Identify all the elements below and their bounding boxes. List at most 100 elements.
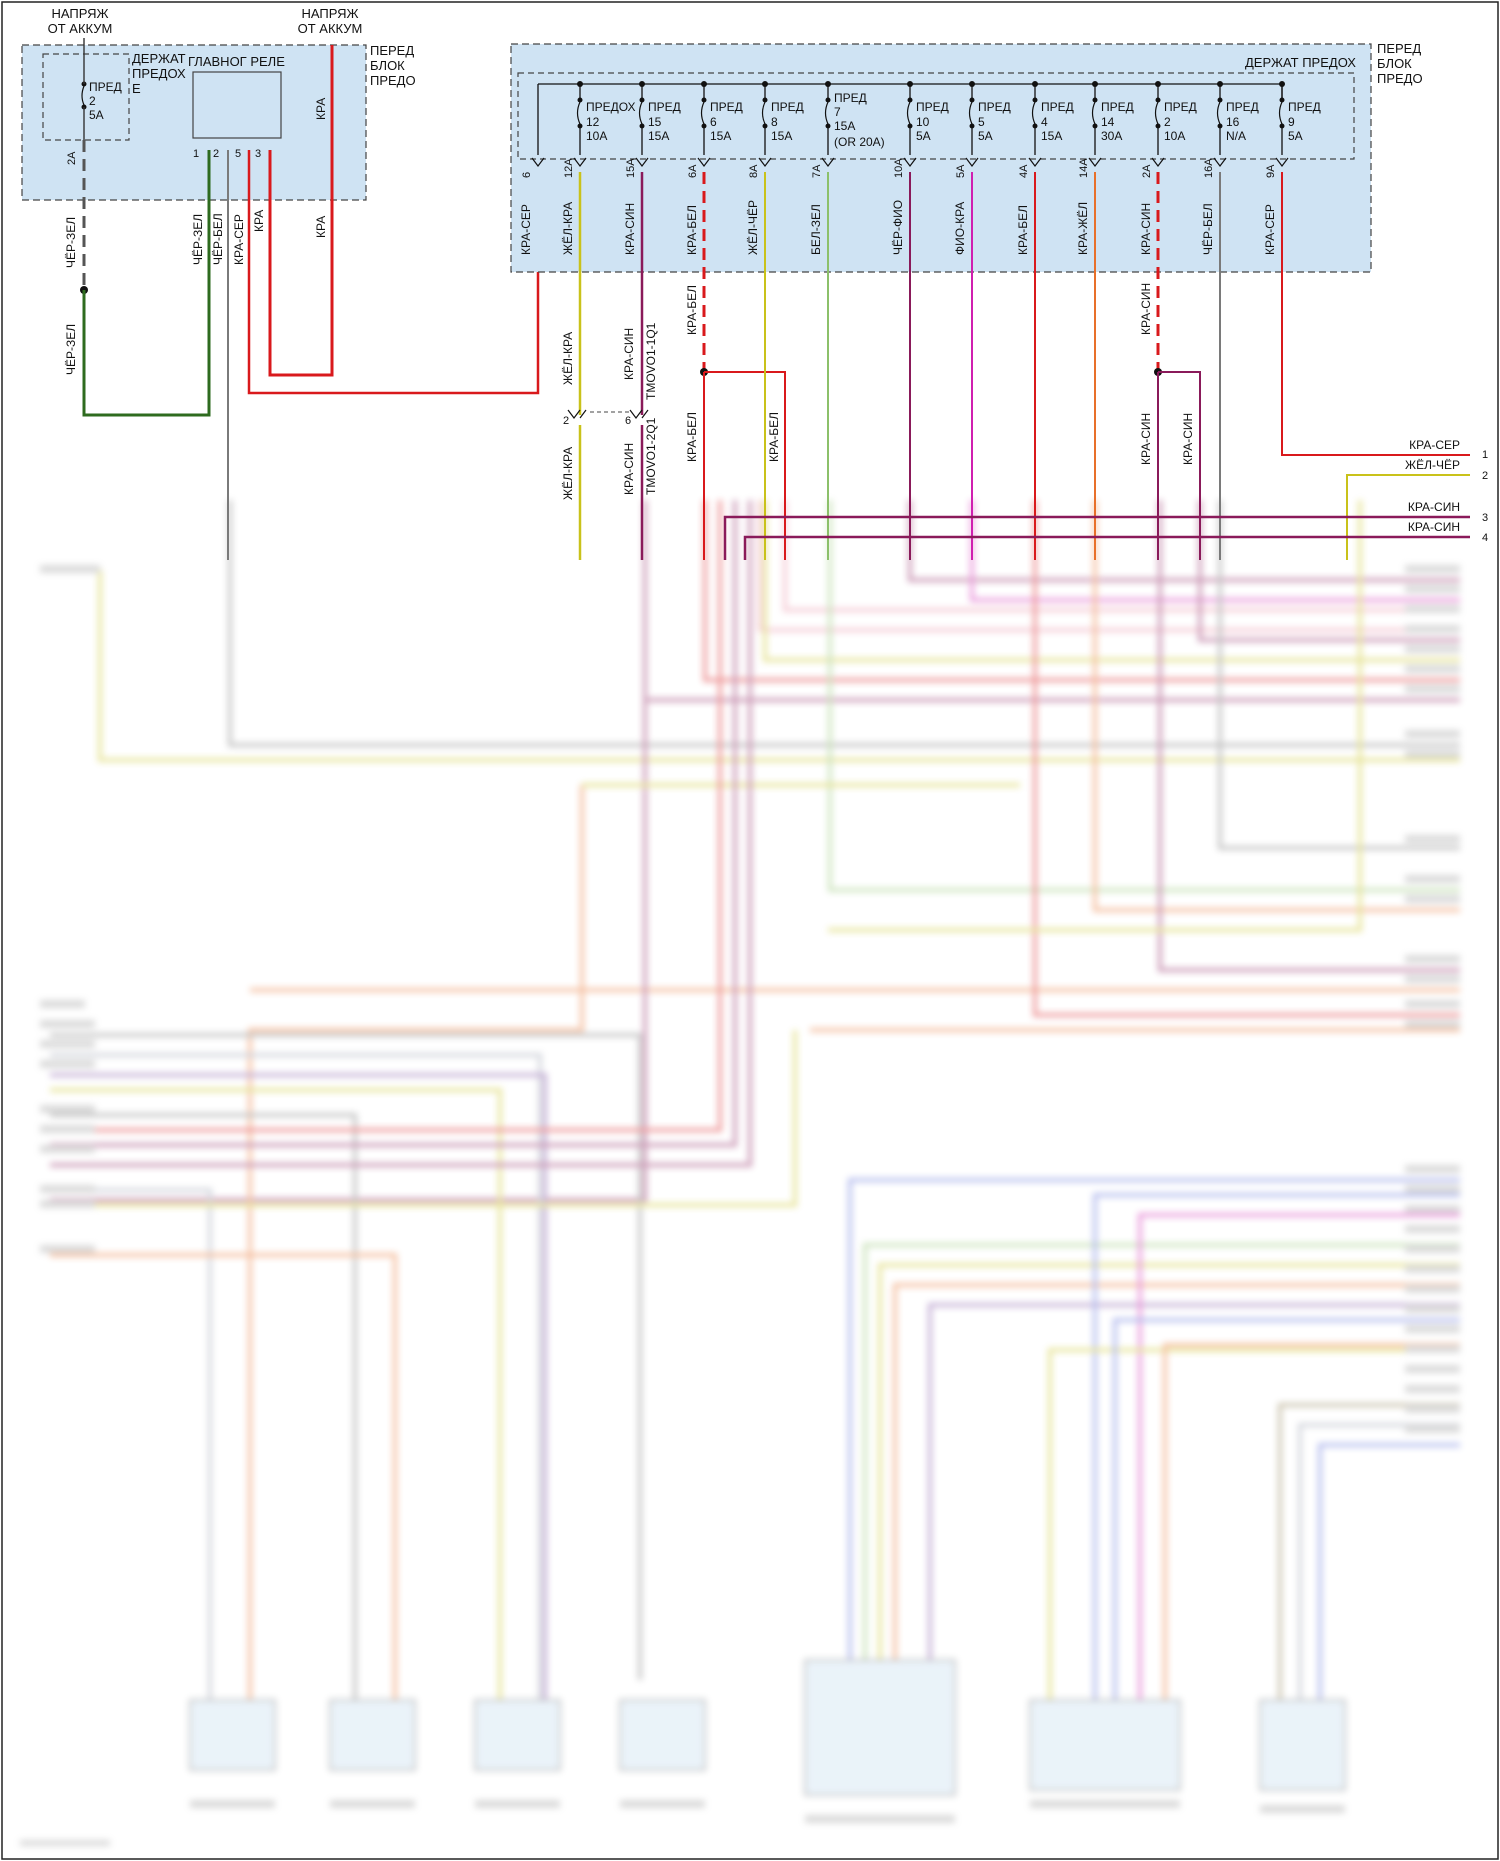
wire-label: КРА-СЕР [519, 204, 533, 255]
fuse-name: ПРЕД [1041, 100, 1074, 114]
fuse-name: ПРЕД [710, 100, 743, 114]
main-relay-box [192, 71, 282, 139]
pin-label: 14A [1078, 158, 1090, 178]
wire-label-p1: ЧЁР-ЗЕЛ [191, 214, 205, 265]
pin-label: 16A [1203, 158, 1215, 178]
block-label-left-1: ПЕРЕД [370, 43, 414, 58]
pin-2A: 2A КРА-СИН [1139, 157, 1165, 255]
fuse-rating: N/A [1226, 129, 1246, 143]
pin-9A: 9A КРА-СЕР [1263, 157, 1289, 255]
wire-label-p3: КРА [252, 210, 266, 232]
holder-label-right: ДЕРЖАТ ПРЕДОХ [1245, 55, 1356, 70]
fuse-num: 2 [1164, 115, 1171, 129]
pin-15A: 15A КРА-СИН [623, 157, 649, 255]
fuse-rating: 30A [1101, 129, 1122, 143]
fuse-rating: 5A [1288, 129, 1303, 143]
pin-label: 4A [1018, 164, 1030, 178]
block-label-right-3: ПРЕДО [1377, 71, 1423, 86]
fuse-name: ПРЕД [1164, 100, 1197, 114]
pin-label: 15A [625, 158, 637, 178]
wire-label-p5: КРА-СЕР [232, 214, 246, 265]
holder-label-3: Е [132, 81, 141, 96]
fuse-row: ПРЕДОХ1210AПРЕД1515AПРЕД615AПРЕД815AПРЕД… [576, 81, 1321, 155]
pin-label: 7A [811, 164, 823, 178]
mid-kra-sin-d: КРА-СИН [1139, 413, 1153, 465]
out-label-1: КРА-СЕР [1409, 438, 1460, 452]
fuse-name: ПРЕД [1288, 100, 1321, 114]
fuse-name: ПРЕД [648, 100, 681, 114]
wire-label: КРА-СИН [1139, 203, 1153, 255]
mid-kra-sin-a: КРА-СИН [622, 328, 636, 380]
wire-label: ЧЁР-ФИО [891, 200, 905, 255]
fuse-rating: 15A [1041, 129, 1062, 143]
fuse-num: 16 [1226, 115, 1240, 129]
pin-10A: 10A ЧЁР-ФИО [891, 157, 917, 255]
fuse-rating: 5A [978, 129, 993, 143]
wire-label: КРА-БЕЛ [685, 205, 699, 255]
fuse-left-name: ПРЕД [89, 80, 122, 94]
out-pin-2: 2 [1482, 470, 1488, 482]
wire-label-p2: ЧЁР-БЕЛ [211, 213, 225, 265]
relay-pin-3: 3 [255, 148, 261, 160]
pin-7A: 7A БЕЛ-ЗЕЛ [809, 157, 835, 255]
block-label-right-1: ПЕРЕД [1377, 41, 1421, 56]
fuse-rating: 15A [771, 129, 792, 143]
wire-label: КРА-БЕЛ [1016, 205, 1030, 255]
mid-kra-sin-b: КРА-СИН [622, 443, 636, 495]
fuse-num: 15 [648, 115, 662, 129]
wire-label: БЕЛ-ЗЕЛ [809, 204, 823, 255]
wire-label-chr-zel-1: ЧЁР-ЗЕЛ [64, 217, 78, 268]
supply-label-left-2: ОТ АККУМ [48, 21, 113, 36]
relay-pin-2: 2 [213, 148, 219, 160]
fuse-num: 4 [1041, 115, 1048, 129]
fuse-num: 12 [586, 115, 600, 129]
out-label-4: КРА-СИН [1408, 520, 1460, 534]
block-label-right-2: БЛОК [1377, 56, 1412, 71]
fuse-num: 9 [1288, 115, 1295, 129]
wire-label: КРА-СЕР [1263, 204, 1277, 255]
pin-label: 5A [955, 164, 967, 178]
pin-label: 12A [563, 158, 575, 178]
wire-label: КРА-СИН [623, 203, 637, 255]
middle-connections: 2 6 ЖЁЛ-КРА КРА-СИН TMOVO1-1 [561, 172, 1470, 560]
fuse-name: ПРЕД [1226, 100, 1259, 114]
fuse-name: ПРЕД [1101, 100, 1134, 114]
wire-label: ЖЁЛ-КРА [561, 202, 575, 255]
pin-label: 6 [521, 172, 533, 178]
supply-label-right-2: ОТ АККУМ [298, 21, 363, 36]
fuse-name: ПРЕДОХ [586, 100, 636, 114]
out-pin-4: 4 [1482, 532, 1488, 544]
wire-label: ЖЁЛ-ЧЁР [746, 200, 760, 255]
relay-label: ГЛАВНОГ РЕЛЕ [188, 54, 285, 69]
fuse-rating: 5A [916, 129, 931, 143]
wire-label-chr-zel-2: ЧЁР-ЗЕЛ [64, 324, 78, 375]
fuse-num: 6 [710, 115, 717, 129]
relay-pin-5: 5 [235, 148, 241, 160]
right-outputs: КРА-СЕР 1 ЖЁЛ-ЧЁР 2 КРА-СИН 3 КРА-СИН 4 [1405, 438, 1488, 544]
block-label-left-2: БЛОК [370, 58, 405, 73]
fuse-rating: 10A [586, 129, 607, 143]
fuse-extra: (OR 20A) [834, 135, 885, 149]
wire-label: КРА-ЖЁЛ [1076, 202, 1090, 255]
pin-6: 6 КРА-СЕР [519, 157, 545, 255]
out-label-3: КРА-СИН [1408, 500, 1460, 514]
wire-label: ФИО-КРА [953, 202, 967, 255]
pin-14A: 14A КРА-ЖЁЛ [1076, 157, 1102, 255]
supply-label-left-1: НАПРЯЖ [51, 6, 108, 21]
mid-zhel-kra-b: ЖЁЛ-КРА [561, 447, 575, 500]
mid-zhel-kra-a: ЖЁЛ-КРА [561, 332, 575, 385]
mid-kra-sin-c: КРА-СИН [1139, 283, 1153, 335]
pin-12A: 12A ЖЁЛ-КРА [561, 157, 587, 255]
wire-label: ЧЁР-БЕЛ [1201, 203, 1215, 255]
mid-conn-a: TMOVO1-1Q1 [644, 322, 658, 400]
wire-label-kra: КРА [314, 216, 328, 238]
fuse-holder-right [517, 72, 1355, 160]
